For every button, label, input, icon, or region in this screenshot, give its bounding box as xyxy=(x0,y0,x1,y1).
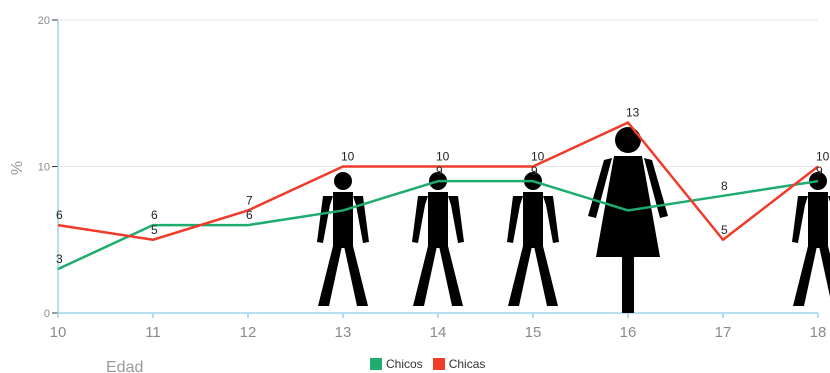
female-figure-icon xyxy=(588,127,668,313)
x-tick-label: 16 xyxy=(620,324,637,341)
male-figure-icon-part xyxy=(819,246,830,297)
male-figure-icon-head xyxy=(334,172,352,190)
data-label-chicas: 5 xyxy=(151,223,158,237)
data-label-chicos: 9 xyxy=(531,164,538,178)
male-figure-icon-part xyxy=(792,196,808,243)
data-label-chicos: 3 xyxy=(56,252,63,266)
male-figure-icon-part xyxy=(439,246,463,306)
person-figures xyxy=(317,127,830,313)
male-figure-icon-part xyxy=(412,196,428,243)
x-tick-label: 15 xyxy=(525,324,542,341)
male-figure-icon-part xyxy=(317,196,333,243)
data-label-chicas: 5 xyxy=(721,223,728,237)
male-figure-icon-part xyxy=(344,246,368,306)
y-tick-label: 0 xyxy=(44,308,50,320)
female-figure-icon-arm-left xyxy=(588,158,612,218)
data-label-chicas: 10 xyxy=(531,150,545,164)
legend-swatch-chicos xyxy=(370,358,382,370)
male-figure-icon-torso xyxy=(523,192,543,248)
data-label-chicas: 10 xyxy=(341,150,355,164)
male-figure-icon-part xyxy=(507,196,523,243)
data-label-chicos: 8 xyxy=(721,179,728,193)
y-tick-label: 20 xyxy=(38,15,50,27)
male-figure-icon-part xyxy=(353,196,369,243)
legend-label-chicos: Chicos xyxy=(386,357,423,371)
data-label-chicas: 7 xyxy=(246,193,253,207)
x-tick-label: 17 xyxy=(715,324,732,341)
y-tick-label: 10 xyxy=(38,162,50,174)
female-figure-icon-head xyxy=(615,127,641,153)
legend: Chicos Chicas xyxy=(370,357,485,371)
x-tick-label: 10 xyxy=(50,324,67,341)
male-figure-icon-head xyxy=(809,172,827,190)
data-label-chicas: 10 xyxy=(816,150,830,164)
data-label-chicos: 9 xyxy=(816,164,823,178)
x-tick-label: 14 xyxy=(430,324,447,341)
x-axis-title: Edad xyxy=(106,359,143,373)
series-lines xyxy=(57,121,819,271)
male-figure-icon xyxy=(317,172,369,306)
male-figure-icon-part xyxy=(508,246,532,306)
y-axis-title: % xyxy=(9,161,26,175)
legend-item-chicas[interactable]: Chicas xyxy=(432,357,486,371)
male-figure-icon-part xyxy=(793,246,817,306)
x-tick-label: 18 xyxy=(810,324,827,341)
male-figure-icon xyxy=(507,172,559,306)
x-tick-label: 12 xyxy=(240,324,257,341)
data-label-chicas: 13 xyxy=(626,106,640,120)
legend-swatch-chicas xyxy=(432,358,445,370)
data-label-chicos: 6 xyxy=(246,208,253,222)
data-label-chicos: 6 xyxy=(151,208,158,222)
data-label-chicas: 6 xyxy=(56,208,63,222)
male-figure-icon-torso xyxy=(808,192,828,248)
male-figure-icon-part xyxy=(543,196,559,243)
female-figure-icon-arm-right xyxy=(644,158,668,218)
male-figure-icon-torso xyxy=(333,192,353,248)
male-figure-icon-torso xyxy=(428,192,448,248)
legend-item-chicos[interactable]: Chicos xyxy=(370,357,423,371)
male-figure-icon xyxy=(792,172,830,306)
x-tick-label: 13 xyxy=(335,324,352,341)
male-figure-icon-part xyxy=(448,196,464,243)
data-label-chicas: 10 xyxy=(436,150,450,164)
male-figure-icon xyxy=(412,172,464,306)
male-figure-icon-part xyxy=(318,246,342,306)
male-figure-icon-part xyxy=(413,246,437,306)
data-label-chicos: 9 xyxy=(436,164,443,178)
male-figure-icon-part xyxy=(534,246,558,306)
female-figure-icon-dress xyxy=(596,156,660,257)
legend-label-chicas: Chicas xyxy=(448,357,486,371)
series-line-chicas xyxy=(57,121,819,241)
female-figure-icon-legs xyxy=(622,255,634,313)
x-tick-label: 11 xyxy=(145,324,161,341)
